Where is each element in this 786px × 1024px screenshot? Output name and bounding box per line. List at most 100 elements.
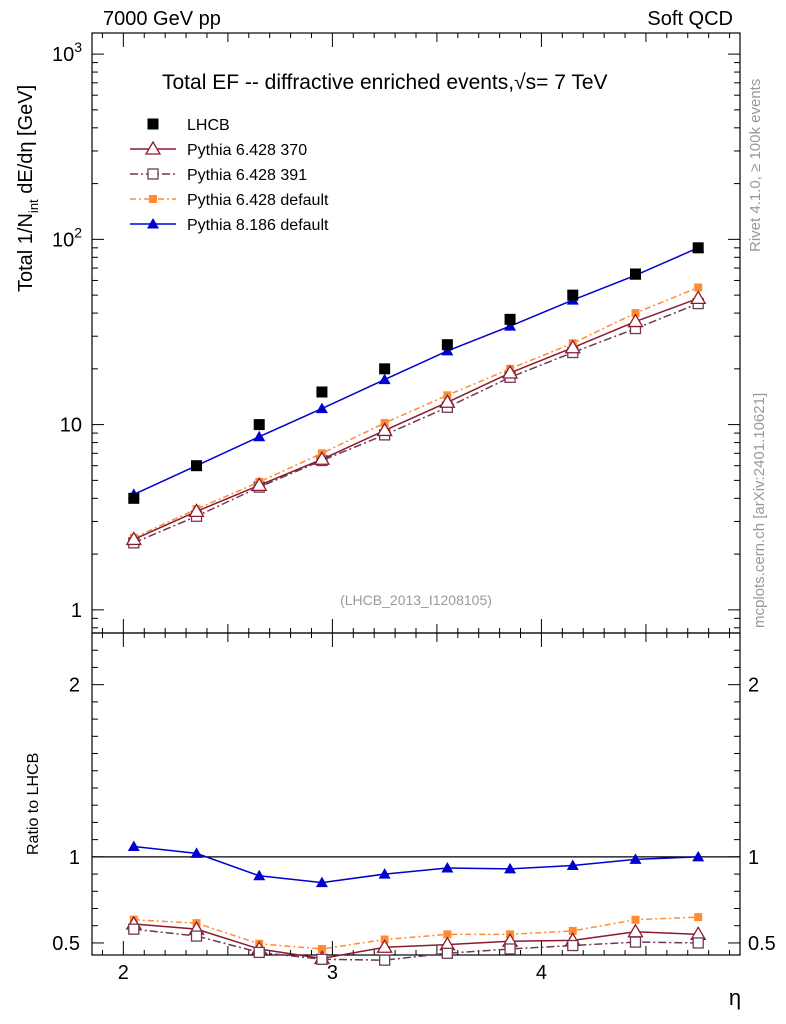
ratio-y-tick-label: 1 bbox=[69, 847, 80, 869]
main-axis-ticks: 1 10 102 103 bbox=[52, 33, 740, 633]
main-point-pythia-6-428-370 bbox=[125, 531, 142, 546]
ratio-point-pythia-8-186-default bbox=[692, 850, 705, 862]
main-point-lhcb bbox=[567, 289, 579, 301]
ratio-line-pythia-6-428-default bbox=[133, 916, 699, 950]
main-point-pythia-6-428-370 bbox=[564, 339, 581, 354]
ratio-line-pythia-6-428-370 bbox=[133, 923, 699, 960]
main-line-pythia-6-428-391 bbox=[133, 302, 699, 544]
legend-marker bbox=[147, 218, 159, 229]
main-point-pythia-8-186-default bbox=[253, 430, 266, 442]
ratio-axis-ticks: 0.5 0.5 1 1 2 2 2 3 4 bbox=[52, 633, 776, 984]
ratio-plot-area bbox=[92, 840, 740, 966]
main-point-pythia-6-428-default bbox=[694, 283, 703, 292]
main-plot-area bbox=[125, 241, 707, 549]
legend-label: LHCB bbox=[187, 117, 230, 134]
ratio-y-tick-label-right: 0.5 bbox=[748, 933, 776, 955]
x-tick-label: 3 bbox=[327, 962, 338, 984]
main-line-pythia-6-428-default bbox=[133, 286, 699, 539]
main-point-lhcb bbox=[692, 242, 704, 254]
ratio-point-pythia-6-428-391 bbox=[567, 939, 579, 952]
x-tick-label: 2 bbox=[118, 962, 129, 984]
rivet-version-text: Rivet 4.1.0, ≥ 100k events bbox=[747, 79, 764, 252]
sqrt-s-symbol: √s bbox=[514, 71, 536, 94]
legend-label: Pythia 8.186 default bbox=[187, 217, 329, 234]
beam-energy-label: 7000 GeV pp bbox=[103, 8, 221, 30]
legend-marker bbox=[149, 195, 157, 203]
ratio-point-pythia-8-186-default bbox=[441, 862, 454, 873]
ratio-line-pythia-8-186-default bbox=[133, 845, 699, 884]
legend-label: Pythia 6.428 default bbox=[187, 192, 329, 209]
plot-title: Total EF -- diffractive enriched events,… bbox=[162, 71, 608, 94]
ratio-point-pythia-6-428-391 bbox=[441, 947, 454, 959]
ratio-y-tick-label-right: 1 bbox=[748, 847, 759, 869]
main-y-tick-label: 1 bbox=[71, 600, 82, 622]
plot-title-text: Total EF -- diffractive enriched events, bbox=[162, 71, 514, 94]
main-point-lhcb bbox=[629, 268, 641, 280]
main-line-pythia-8-186-default bbox=[133, 247, 699, 496]
main-point-pythia-6-428-370 bbox=[690, 290, 707, 305]
mcplots-citation-text: mcplots.cern.ch [arXiv:2401.10621] bbox=[751, 393, 768, 628]
ratio-point-pythia-6-428-391 bbox=[504, 943, 516, 955]
legend-label: Pythia 6.428 391 bbox=[187, 167, 307, 184]
main-point-pythia-6-428-370 bbox=[501, 364, 519, 379]
main-point-pythia-6-428-370 bbox=[188, 503, 205, 518]
ratio-point-pythia-6-428-391 bbox=[692, 937, 704, 949]
analysis-id-watermark: (LHCB_2013_I1208105) bbox=[340, 592, 492, 608]
main-line-pythia-6-428-370 bbox=[133, 297, 699, 541]
ratio-panel-frame bbox=[91, 632, 741, 956]
y-label-main: Total 1/N bbox=[15, 213, 37, 292]
main-point-lhcb bbox=[504, 313, 516, 325]
ratio-point-pythia-6-428-370 bbox=[376, 938, 393, 953]
main-point-lhcb bbox=[191, 460, 203, 472]
ratio-point-pythia-6-428-391 bbox=[629, 936, 642, 948]
legend-item-lhcb: LHCB bbox=[147, 117, 230, 134]
main-point-pythia-6-428-370 bbox=[251, 477, 268, 491]
legend-marker bbox=[144, 140, 162, 155]
ratio-point-pythia-6-428-391 bbox=[128, 923, 140, 935]
ratio-point-pythia-8-186-default bbox=[127, 840, 140, 852]
ratio-point-pythia-8-186-default bbox=[253, 869, 266, 881]
ratio-point-pythia-6-428-370 bbox=[627, 923, 644, 938]
y-label-tail: dE/dη [GeV] bbox=[15, 85, 37, 200]
legend-item-pythia-8-186-default: Pythia 8.186 default bbox=[130, 217, 329, 234]
legend-marker bbox=[147, 118, 159, 130]
main-point-lhcb bbox=[441, 339, 453, 351]
main-point-pythia-6-428-370 bbox=[439, 393, 456, 408]
main-point-lhcb bbox=[253, 419, 265, 431]
main-point-pythia-6-428-370 bbox=[627, 313, 644, 328]
ratio-point-pythia-8-186-default bbox=[566, 859, 579, 870]
main-point-pythia-6-428-default bbox=[631, 309, 640, 318]
ratio-y-tick-label: 2 bbox=[69, 675, 80, 697]
main-point-lhcb bbox=[128, 492, 140, 504]
main-y-tick-label: 10 bbox=[60, 415, 82, 437]
ratio-point-pythia-6-428-default bbox=[631, 915, 640, 924]
x-tick-label: 4 bbox=[536, 962, 547, 984]
ratio-point-pythia-6-428-391 bbox=[378, 954, 391, 966]
ratio-point-pythia-6-428-default bbox=[317, 944, 326, 953]
legend-item-pythia-6-428-370: Pythia 6.428 370 bbox=[130, 140, 307, 159]
ratio-y-axis-label: Ratio to LHCB bbox=[25, 753, 42, 855]
x-axis-label: η bbox=[729, 985, 741, 1010]
ratio-point-pythia-6-428-default bbox=[694, 913, 703, 922]
ratio-y-tick-label-right: 2 bbox=[748, 675, 759, 697]
legend-marker bbox=[147, 168, 159, 180]
ratio-point-pythia-6-428-391 bbox=[316, 953, 328, 965]
ratio-point-pythia-6-428-391 bbox=[190, 930, 203, 942]
plot-title-energy: = 7 TeV bbox=[536, 71, 607, 94]
legend-item-pythia-6-428-391: Pythia 6.428 391 bbox=[130, 167, 307, 184]
main-point-pythia-8-186-default bbox=[378, 373, 391, 385]
ratio-point-pythia-8-186-default bbox=[315, 876, 328, 888]
ratio-point-pythia-6-428-default bbox=[568, 926, 577, 935]
main-point-lhcb bbox=[379, 363, 391, 375]
legend-label: Pythia 6.428 370 bbox=[187, 142, 307, 159]
main-y-tick-label: 103 bbox=[52, 39, 82, 66]
main-y-tick-label: 102 bbox=[52, 224, 82, 251]
main-point-pythia-8-186-default bbox=[315, 402, 328, 414]
ratio-point-pythia-6-428-default bbox=[443, 930, 452, 939]
main-point-pythia-6-428-370 bbox=[313, 450, 331, 465]
y-label-sub: int bbox=[26, 199, 41, 213]
main-point-lhcb bbox=[316, 386, 328, 398]
ratio-point-pythia-8-186-default bbox=[629, 853, 642, 864]
